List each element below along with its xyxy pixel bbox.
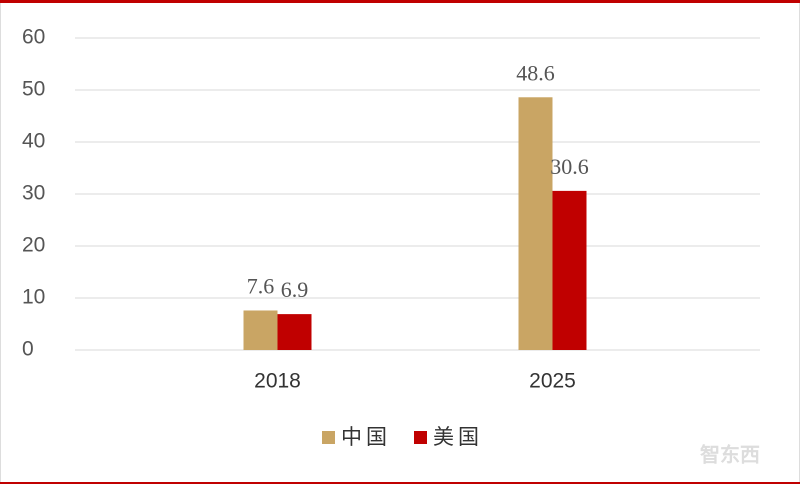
y-tick-label: 20 [22, 234, 45, 257]
bar [277, 314, 312, 350]
legend-label: 中国 [341, 425, 391, 449]
x-tick-label: 2025 [529, 370, 576, 393]
y-tick-label: 0 [22, 338, 34, 361]
bar [518, 97, 553, 350]
left-border [0, 3, 1, 482]
value-label: 6.9 [281, 277, 309, 302]
legend-label: 美国 [433, 425, 483, 449]
y-tick-label: 30 [22, 182, 45, 205]
y-tick-label: 10 [22, 286, 45, 309]
bar [243, 310, 278, 350]
watermark: 智东西 [700, 443, 760, 467]
legend-swatch [414, 431, 427, 444]
y-tick-label: 40 [22, 130, 45, 153]
value-label: 30.6 [550, 154, 589, 179]
value-label: 7.6 [247, 274, 275, 299]
legend-swatch [322, 431, 335, 444]
y-tick-label: 50 [22, 78, 45, 101]
x-tick-label: 2018 [254, 370, 301, 393]
value-label: 48.6 [516, 60, 555, 85]
bar [552, 190, 587, 350]
bottom-rule [0, 482, 800, 484]
top-rule [0, 0, 800, 3]
y-tick-label: 60 [22, 26, 45, 49]
